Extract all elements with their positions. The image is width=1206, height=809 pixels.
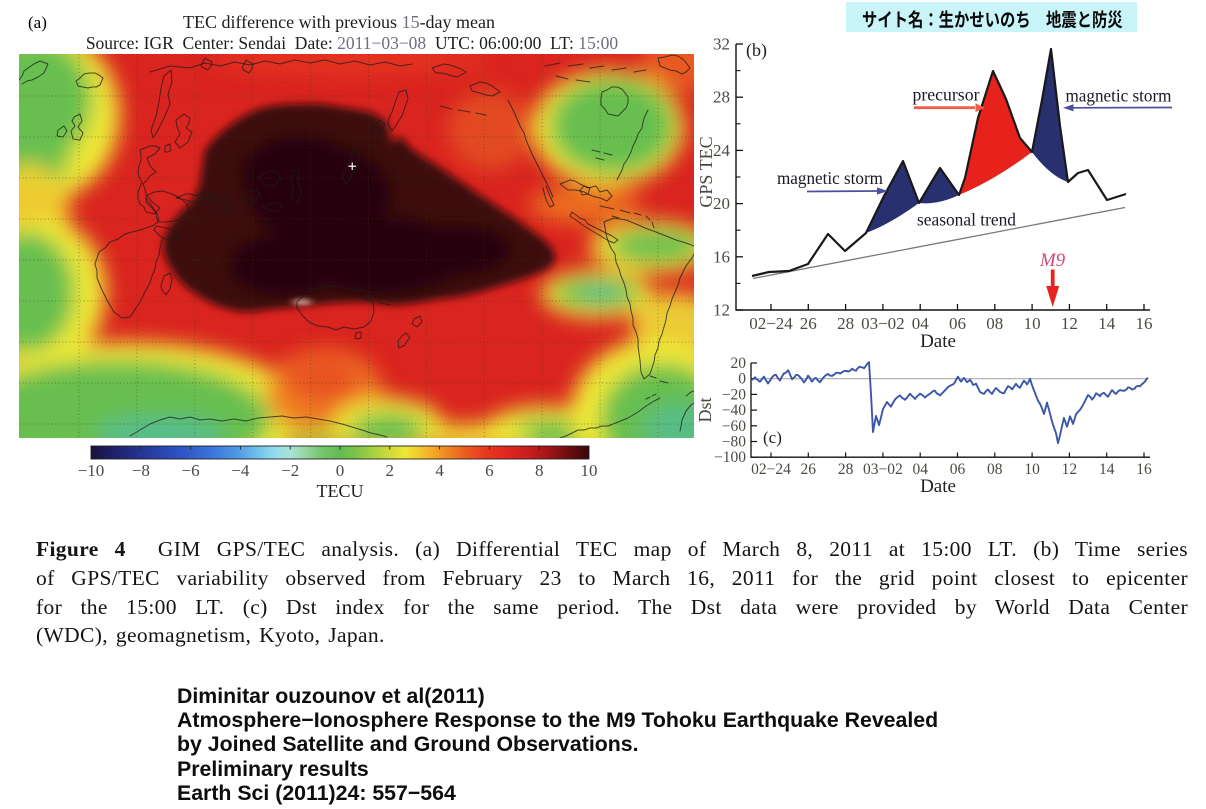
svg-text:6: 6 xyxy=(485,461,494,480)
svg-text:−6: −6 xyxy=(182,461,200,480)
svg-text:14: 14 xyxy=(1098,314,1116,333)
svg-text:03−02: 03−02 xyxy=(863,461,903,478)
svg-text:10: 10 xyxy=(581,461,598,480)
svg-text:10: 10 xyxy=(1024,461,1040,478)
svg-text:TECU: TECU xyxy=(317,481,364,501)
svg-text:−2: −2 xyxy=(281,461,299,480)
svg-text:26: 26 xyxy=(800,314,817,333)
svg-text:12: 12 xyxy=(1062,461,1078,478)
svg-text:2: 2 xyxy=(386,461,395,480)
svg-text:08: 08 xyxy=(987,461,1003,478)
svg-text:(b): (b) xyxy=(746,40,767,61)
svg-text:−80: −80 xyxy=(722,434,746,451)
svg-text:Date: Date xyxy=(920,476,956,497)
svg-text:Source: IGR Center: Sendai D: Source: IGR Center: Sendai Date: 2011−03… xyxy=(86,33,619,53)
svg-text:02−24: 02−24 xyxy=(749,314,793,333)
svg-text:20: 20 xyxy=(731,355,747,372)
svg-text:Dst: Dst xyxy=(695,397,715,422)
svg-text:−4: −4 xyxy=(231,461,250,480)
svg-text:(c): (c) xyxy=(763,428,782,447)
svg-text:−10: −10 xyxy=(78,461,105,480)
svg-text:12: 12 xyxy=(1061,314,1078,333)
svg-text:8: 8 xyxy=(535,461,544,480)
svg-text:16: 16 xyxy=(1136,314,1153,333)
svg-text:−100: −100 xyxy=(714,449,746,466)
svg-text:28: 28 xyxy=(838,461,854,478)
svg-text:magnetic storm: magnetic storm xyxy=(777,168,883,188)
svg-text:0: 0 xyxy=(336,461,345,480)
svg-text:precursor: precursor xyxy=(913,85,980,105)
svg-text:Date: Date xyxy=(920,331,956,352)
svg-text:−8: −8 xyxy=(132,461,150,480)
svg-text:magnetic storm: magnetic storm xyxy=(1066,86,1172,106)
svg-text:03−02: 03−02 xyxy=(861,314,905,333)
svg-text:−40: −40 xyxy=(722,402,746,419)
svg-text:10: 10 xyxy=(1024,314,1041,333)
svg-text:32: 32 xyxy=(713,35,730,54)
svg-text:GPS TEC: GPS TEC xyxy=(696,136,716,207)
svg-text:08: 08 xyxy=(986,314,1003,333)
svg-text:−20: −20 xyxy=(722,386,746,403)
svg-text:0: 0 xyxy=(738,371,746,388)
svg-text:4: 4 xyxy=(435,461,444,480)
svg-text:14: 14 xyxy=(1099,461,1115,478)
svg-text:seasonal trend: seasonal trend xyxy=(917,210,1016,230)
svg-text:−60: −60 xyxy=(722,418,746,435)
svg-text:12: 12 xyxy=(713,301,730,320)
svg-text:02−24: 02−24 xyxy=(751,461,791,478)
svg-text:(a): (a) xyxy=(28,13,47,32)
svg-text:M9: M9 xyxy=(1039,250,1066,271)
svg-text:16: 16 xyxy=(1136,461,1152,478)
svg-text:16: 16 xyxy=(713,247,730,266)
svg-text:26: 26 xyxy=(801,461,817,478)
svg-text:TEC difference with previous 1: TEC difference with previous 15-day mean xyxy=(183,12,495,32)
svg-text:28: 28 xyxy=(713,88,730,107)
svg-text:28: 28 xyxy=(837,314,854,333)
